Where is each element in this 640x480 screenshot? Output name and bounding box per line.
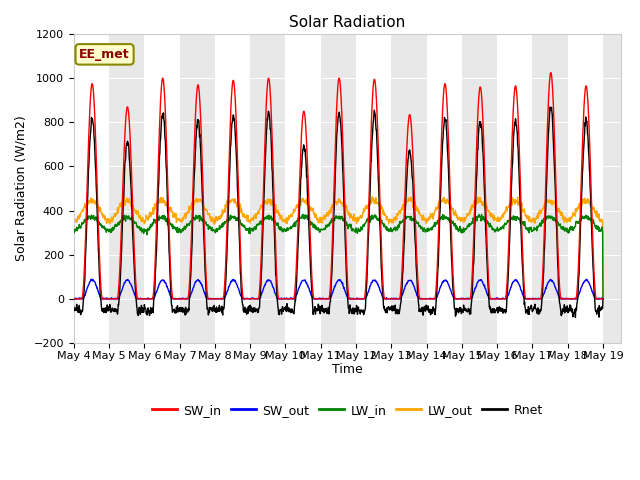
Bar <box>532 34 568 343</box>
Bar <box>321 34 356 343</box>
Legend: SW_in, SW_out, LW_in, LW_out, Rnet: SW_in, SW_out, LW_in, LW_out, Rnet <box>147 399 548 422</box>
Bar <box>250 34 285 343</box>
Y-axis label: Solar Radiation (W/m2): Solar Radiation (W/m2) <box>15 116 28 261</box>
Bar <box>603 34 638 343</box>
Bar <box>180 34 215 343</box>
Bar <box>109 34 145 343</box>
Text: EE_met: EE_met <box>79 48 130 61</box>
Title: Solar Radiation: Solar Radiation <box>289 15 405 30</box>
X-axis label: Time: Time <box>332 363 363 376</box>
Bar <box>462 34 497 343</box>
Bar <box>391 34 427 343</box>
